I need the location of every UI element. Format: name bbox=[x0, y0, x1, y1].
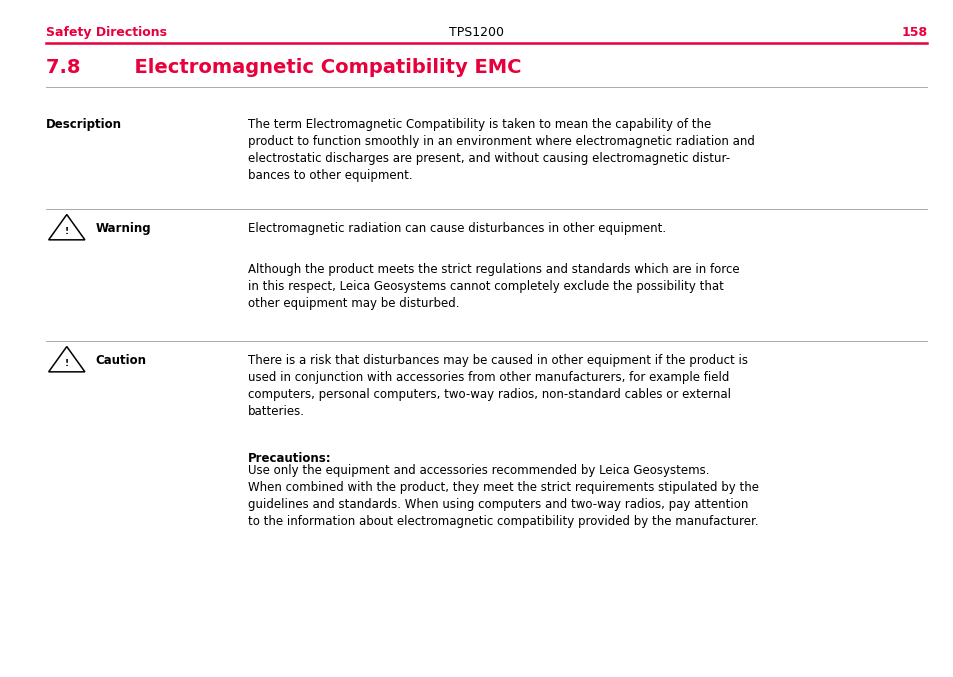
Text: Use only the equipment and accessories recommended by Leica Geosystems.
When com: Use only the equipment and accessories r… bbox=[248, 464, 759, 528]
Text: Although the product meets the strict regulations and standards which are in for: Although the product meets the strict re… bbox=[248, 263, 739, 309]
Text: Electromagnetic radiation can cause disturbances in other equipment.: Electromagnetic radiation can cause dist… bbox=[248, 222, 665, 235]
Text: 7.8        Electromagnetic Compatibility EMC: 7.8 Electromagnetic Compatibility EMC bbox=[46, 58, 520, 77]
Text: !: ! bbox=[65, 359, 69, 368]
Text: 158: 158 bbox=[901, 26, 926, 39]
Text: Precautions:: Precautions: bbox=[248, 452, 332, 464]
Text: Caution: Caution bbox=[95, 354, 146, 367]
Text: There is a risk that disturbances may be caused in other equipment if the produc: There is a risk that disturbances may be… bbox=[248, 354, 747, 418]
Text: TPS1200: TPS1200 bbox=[449, 26, 504, 39]
Text: !: ! bbox=[65, 227, 69, 236]
Text: Description: Description bbox=[46, 118, 122, 131]
Text: The term Electromagnetic Compatibility is taken to mean the capability of the
pr: The term Electromagnetic Compatibility i… bbox=[248, 118, 754, 182]
Text: Safety Directions: Safety Directions bbox=[46, 26, 167, 39]
Text: Warning: Warning bbox=[95, 222, 151, 235]
